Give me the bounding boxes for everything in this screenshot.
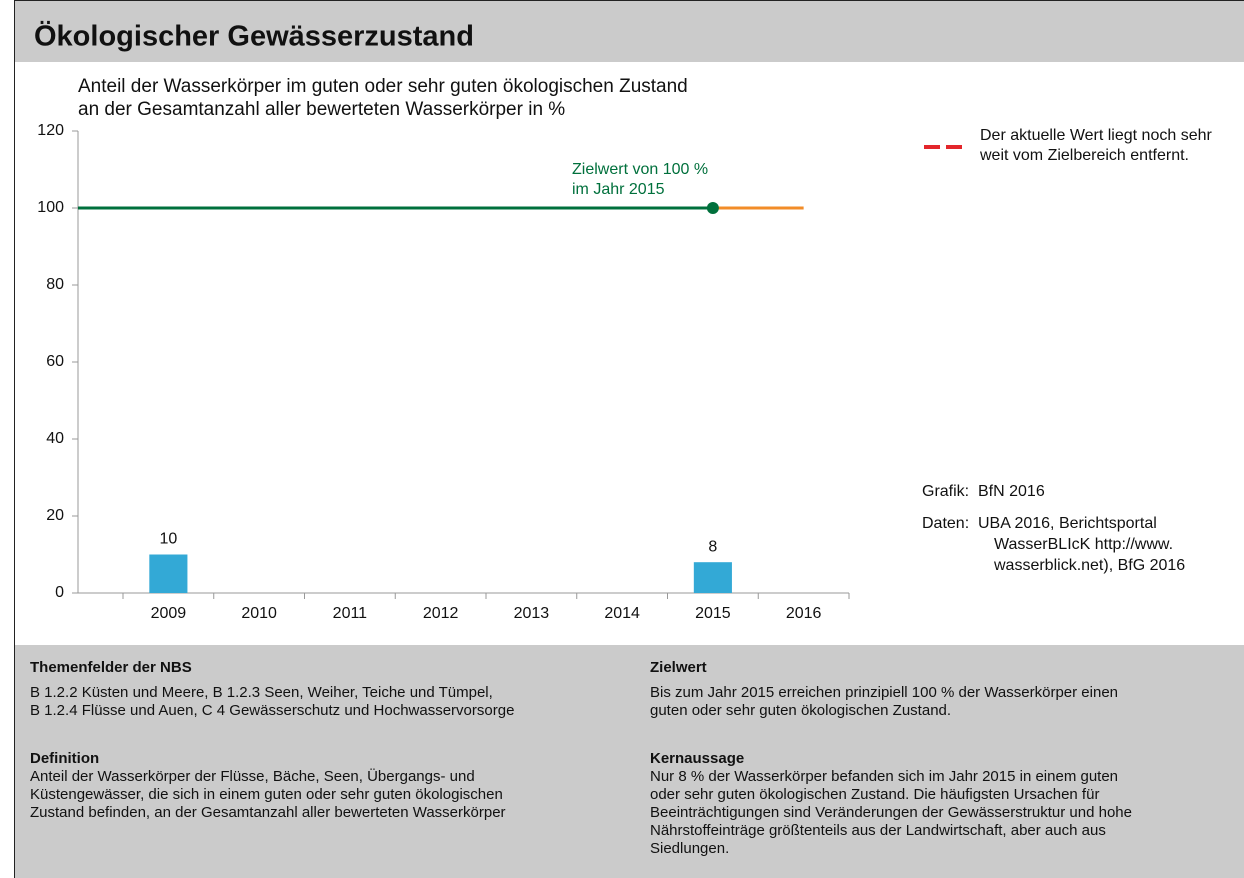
info-text: guten oder sehr guten ökologischen Zusta… [650,702,951,719]
info-text: B 1.2.2 Küsten und Meere, B 1.2.3 Seen, … [30,684,493,701]
info-text: oder sehr guten ökologischen Zustand. Di… [650,786,1099,803]
data-label: 8 [708,538,717,555]
y-tick-label: 0 [55,584,64,601]
bar [693,562,732,593]
info-text: B 1.2.4 Flüsse und Auen, C 4 Gewässersch… [30,702,514,719]
info-bg [14,645,1244,878]
info-text: Bis zum Jahr 2015 erreichen prinzipiell … [650,684,1118,701]
info-text: Anteil der Wasserkörper der Flüsse, Bäch… [30,767,475,785]
title: Ökologischer Gewässerzustand [34,20,474,53]
y-tick-label: 80 [46,276,64,293]
info-text: Siedlungen. [650,840,729,857]
legend-text: weit vom Zielbereich entfernt. [979,147,1189,164]
data-label: 10 [159,531,177,548]
info-text: Nährstoffeinträge größtenteils aus der L… [650,822,1106,839]
target-annotation: im Jahr 2015 [572,181,665,198]
source-text: wasserblick.net), BfG 2016 [993,557,1185,574]
y-tick-label: 40 [46,430,64,447]
info-heading: Themenfelder der NBS [30,659,192,676]
bar [149,554,188,593]
x-tick-label: 2010 [241,605,277,622]
info-text: Nur 8 % der Wasserkörper befanden sich i… [650,768,1118,785]
subtitle: an der Gesamtanzahl aller bewerteten Was… [78,99,565,120]
x-tick-label: 2013 [514,605,550,622]
source-label: Daten: [922,515,969,532]
header-bg [14,0,1244,62]
x-tick-label: 2012 [423,605,459,622]
source-text: WasserBLIcK http://www. [994,536,1173,553]
y-tick-label: 120 [37,122,64,139]
target-point [706,202,719,214]
info-text: Beeinträchtigungen sind Veränderungen de… [650,804,1132,821]
x-tick-label: 2009 [151,605,187,622]
x-tick-label: 2016 [786,605,822,622]
info-heading: Definition [30,750,99,767]
info-text: Küstengewässer, die sich in einem guten … [30,786,503,803]
x-tick-label: 2011 [333,605,368,622]
x-tick-label: 2014 [604,605,640,622]
info-text: Zustand befinden, an der Gesamtanzahl al… [30,804,506,821]
legend-text: Der aktuelle Wert liegt noch sehr [980,127,1212,144]
y-tick-label: 60 [46,353,64,370]
target-annotation: Zielwert von 100 % [572,161,708,178]
y-tick-label: 100 [37,199,64,216]
subtitle: Anteil der Wasserkörper im guten oder se… [78,76,688,97]
source-label: Grafik: [922,483,969,500]
y-tick-label: 20 [46,507,64,524]
x-tick-label: 2015 [695,605,731,622]
info-heading: Zielwert [650,659,707,676]
source-text: BfN 2016 [978,483,1045,500]
source-text: UBA 2016, Berichtsportal [978,515,1157,532]
info-heading: Kernaussage [650,750,744,767]
